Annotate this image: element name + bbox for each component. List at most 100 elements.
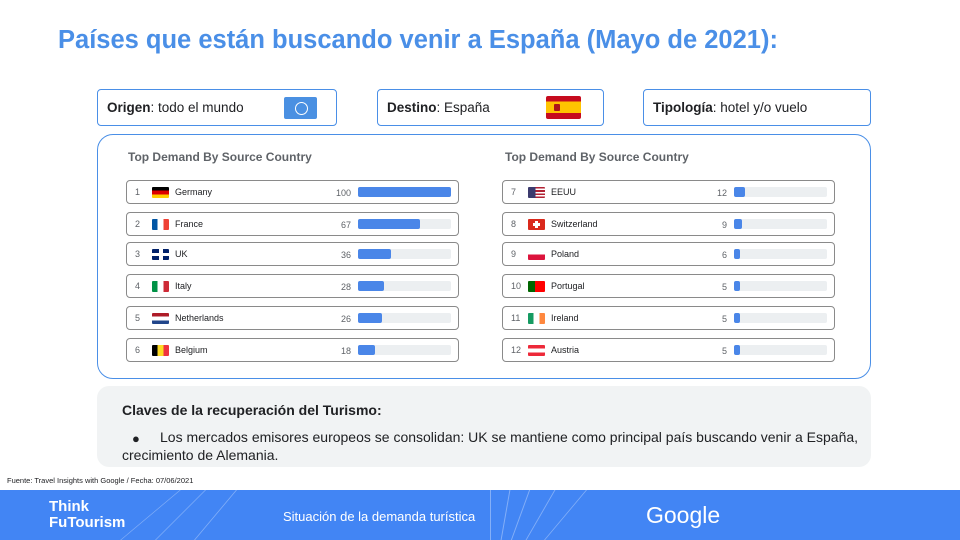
country-row[interactable]: 3 UK 36 xyxy=(126,242,459,266)
origin-filter[interactable]: Origen: todo el mundo xyxy=(97,89,337,126)
rank-number: 2 xyxy=(135,219,141,229)
rank-number: 1 xyxy=(135,187,141,197)
demand-bar xyxy=(358,281,384,291)
country-name: Ireland xyxy=(551,313,579,323)
rank-number: 3 xyxy=(135,249,141,259)
demand-bar xyxy=(734,281,740,291)
country-row[interactable]: 7 EEUU 12 xyxy=(502,180,835,204)
rank-number: 8 xyxy=(511,219,517,229)
country-row[interactable]: 8 Switzerland 9 xyxy=(502,212,835,236)
decorative-line xyxy=(490,490,491,540)
page-title: Países que están buscando venir a España… xyxy=(58,26,778,54)
demand-value: 67 xyxy=(340,220,351,230)
un-flag-icon xyxy=(284,97,317,119)
key-insights-box: Claves de la recuperación del Turismo: ●… xyxy=(97,386,871,467)
demand-bar-track xyxy=(734,345,827,355)
country-name: Austria xyxy=(551,345,580,355)
country-name: Germany xyxy=(175,187,213,197)
country-row[interactable]: 10 Portugal 5 xyxy=(502,274,835,298)
demand-bar-track xyxy=(358,281,451,291)
demand-bar-track xyxy=(358,187,451,197)
rank-number: 12 xyxy=(511,345,522,355)
netherlands-flag-icon xyxy=(152,313,169,324)
demand-value: 18 xyxy=(340,346,351,356)
decorative-line xyxy=(120,490,181,540)
switzerland-flag-icon xyxy=(528,219,545,230)
country-name: Netherlands xyxy=(175,313,224,323)
demand-value: 100 xyxy=(335,188,351,198)
rank-number: 11 xyxy=(511,313,521,323)
decorative-line xyxy=(500,490,511,540)
think-futourism-logo: Think xyxy=(49,498,89,515)
demand-bar-track xyxy=(358,249,451,259)
panel-title-right: Top Demand By Source Country xyxy=(505,150,689,164)
country-name: EEUU xyxy=(551,187,577,197)
rank-number: 6 xyxy=(135,345,141,355)
rank-number: 7 xyxy=(511,187,517,197)
think-futourism-logo-line2: FuTourism xyxy=(49,514,126,531)
demand-bar-track xyxy=(734,281,827,291)
decorative-line xyxy=(155,490,206,540)
footer-caption: Situación de la demanda turística xyxy=(283,509,476,524)
source-note: Fuente: Travel Insights with Google / Fe… xyxy=(7,476,194,485)
portugal-flag-icon xyxy=(528,281,545,292)
france-flag-icon xyxy=(152,219,169,230)
typology-value: : hotel y/o vuelo xyxy=(712,100,808,115)
origin-label: Origen xyxy=(107,100,151,115)
belgium-flag-icon xyxy=(152,345,169,356)
country-row[interactable]: 11 Ireland 5 xyxy=(502,306,835,330)
rank-number: 5 xyxy=(135,313,141,323)
country-name: Italy xyxy=(175,281,192,291)
destination-filter[interactable]: Destino: España xyxy=(377,89,604,126)
bullet-icon: ● xyxy=(132,431,140,446)
demand-value: 6 xyxy=(721,250,727,260)
demand-bar-track xyxy=(358,345,451,355)
spain-flag-icon xyxy=(546,96,581,119)
country-row[interactable]: 12 Austria 5 xyxy=(502,338,835,362)
country-row[interactable]: 5 Netherlands 26 xyxy=(126,306,459,330)
demand-value: 26 xyxy=(340,314,351,324)
country-name: UK xyxy=(175,249,188,259)
panel-title-left: Top Demand By Source Country xyxy=(128,150,312,164)
footer-bar: Think FuTourism Situación de la demanda … xyxy=(0,490,960,540)
italy-flag-icon xyxy=(152,281,169,292)
demand-bar xyxy=(358,313,382,323)
demand-bar-track xyxy=(358,219,451,229)
country-row[interactable]: 4 Italy 28 xyxy=(126,274,459,298)
key-insights-title: Claves de la recuperación del Turismo: xyxy=(122,402,382,418)
typology-label: Tipología xyxy=(653,100,713,115)
ireland-flag-icon xyxy=(528,313,545,324)
demand-value: 5 xyxy=(721,314,727,324)
demand-value: 5 xyxy=(721,346,727,356)
demand-bar xyxy=(358,219,420,229)
country-row[interactable]: 1 Germany 100 xyxy=(126,180,459,204)
demand-bar xyxy=(358,345,375,355)
uk-flag-icon xyxy=(152,249,169,260)
origin-value: : todo el mundo xyxy=(150,100,244,115)
google-logo: Google xyxy=(646,502,721,528)
demand-bar xyxy=(358,187,451,197)
country-row[interactable]: 6 Belgium 18 xyxy=(126,338,459,362)
demand-bar xyxy=(734,219,742,229)
demand-bar xyxy=(734,249,740,259)
country-name: Poland xyxy=(551,249,580,259)
decorative-line xyxy=(194,490,237,540)
country-row[interactable]: 9 Poland 6 xyxy=(502,242,835,266)
key-insights-text: Los mercados emisores europeos se consol… xyxy=(122,429,859,463)
country-name: Belgium xyxy=(175,345,208,355)
country-row[interactable]: 2 France 67 xyxy=(126,212,459,236)
eeuu-flag-icon xyxy=(528,187,545,198)
demand-bar-track xyxy=(734,313,827,323)
typology-filter[interactable]: Tipología: hotel y/o vuelo xyxy=(643,89,871,126)
demand-value: 36 xyxy=(340,250,351,260)
demand-bar xyxy=(734,345,740,355)
country-name: Switzerland xyxy=(551,219,598,229)
demand-value: 9 xyxy=(721,220,727,230)
destination-value: : España xyxy=(436,100,490,115)
demand-bar xyxy=(734,313,740,323)
demand-value: 28 xyxy=(340,282,351,292)
demand-bar-track xyxy=(358,313,451,323)
rank-number: 10 xyxy=(511,281,522,291)
demand-bar xyxy=(358,249,391,259)
demand-bar xyxy=(734,187,745,197)
